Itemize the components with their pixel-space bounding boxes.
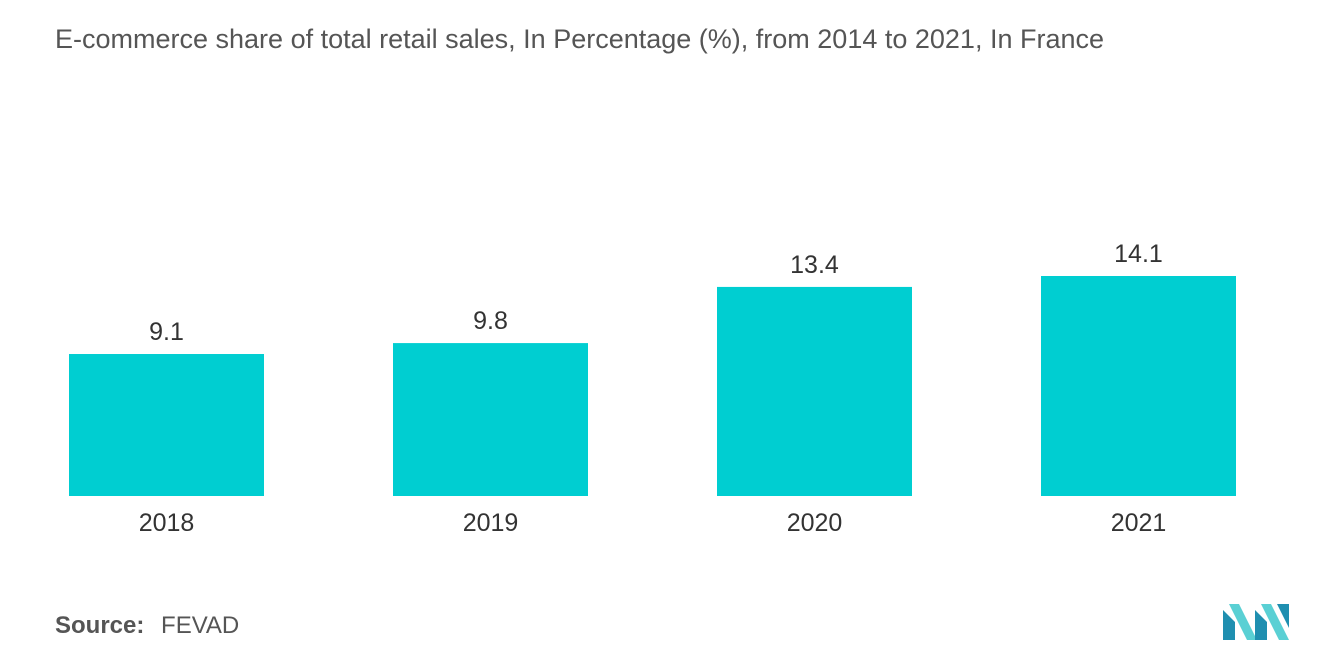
value-label-2021: 14.1	[1114, 240, 1163, 268]
mordor-intelligence-logo-icon	[1223, 604, 1289, 640]
x-tick-label-2020: 2020	[787, 509, 843, 537]
source-label: Source:	[55, 612, 145, 639]
value-label-2019: 9.8	[473, 307, 508, 335]
bar-2019	[393, 343, 588, 496]
bar-2020	[717, 286, 912, 496]
bar-2021	[1041, 276, 1236, 496]
bar-2018	[69, 354, 264, 496]
x-tick-label-2019: 2019	[463, 509, 519, 537]
chart-title: E-commerce share of total retail sales, …	[55, 24, 1104, 54]
x-axis-ticks-layer: 2018 2019 2020 2021	[139, 509, 1167, 537]
value-label-2020: 13.4	[790, 251, 839, 279]
value-label-2018: 9.1	[149, 318, 184, 346]
x-tick-label-2018: 2018	[139, 509, 195, 537]
source-note: Source: FEVAD	[55, 612, 239, 640]
bars-layer	[69, 276, 1236, 496]
source-value: FEVAD	[161, 612, 240, 639]
value-labels-layer: 9.1 9.8 13.4 14.1	[149, 240, 1163, 346]
x-tick-label-2021: 2021	[1111, 509, 1167, 537]
